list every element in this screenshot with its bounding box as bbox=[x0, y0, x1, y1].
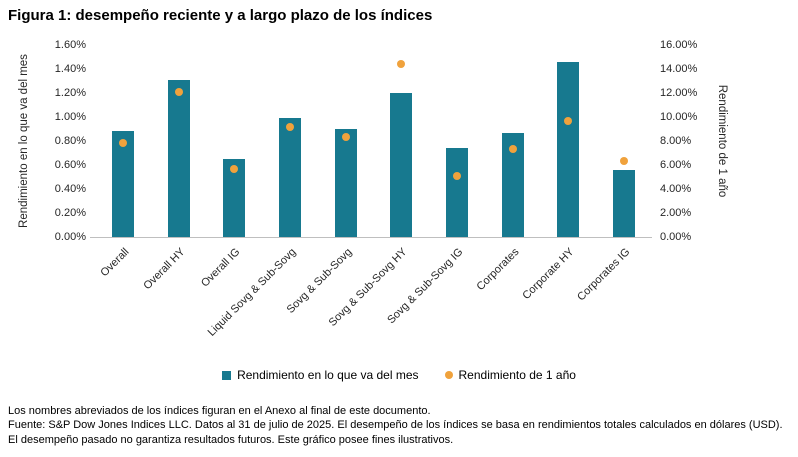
left-axis-tick-label: 1.40% bbox=[54, 63, 86, 75]
data-point-dot bbox=[341, 133, 350, 142]
left-axis-tick-label: 1.60% bbox=[54, 39, 86, 51]
category-label: Sovg & Sub-Sovg HY bbox=[326, 246, 410, 329]
bar bbox=[334, 129, 357, 237]
legend: Rendimiento en lo que va del mes Rendimi… bbox=[0, 368, 798, 382]
footnote-abbreviations: Los nombres abreviados de los índices fi… bbox=[8, 405, 431, 417]
data-point-dot bbox=[620, 157, 629, 166]
bar bbox=[223, 159, 246, 237]
data-point-dot bbox=[174, 87, 183, 96]
data-point-dot bbox=[508, 145, 517, 154]
left-axis-tick-label: 1.00% bbox=[54, 111, 86, 123]
category-label: Overall IG bbox=[199, 246, 243, 290]
bar bbox=[446, 148, 469, 237]
bar bbox=[557, 61, 580, 237]
data-point-dot bbox=[453, 171, 462, 180]
category-label: Sovg & Sub-Sovg IG bbox=[385, 246, 466, 327]
data-point-dot bbox=[397, 60, 406, 69]
legend-label-year: Rendimiento de 1 año bbox=[458, 368, 576, 382]
bar bbox=[613, 169, 636, 237]
bar bbox=[167, 79, 190, 237]
right-axis-tick-label: 14.00% bbox=[660, 63, 698, 75]
chart-title: Figura 1: desempeño reciente y a largo p… bbox=[8, 7, 433, 24]
legend-bar-swatch-icon bbox=[222, 370, 232, 380]
category-label: Overall HY bbox=[140, 246, 188, 293]
legend-item-year: Rendimiento de 1 año bbox=[444, 368, 576, 382]
left-axis-tick-label: 0.00% bbox=[54, 231, 86, 243]
left-axis-tick-label: 0.40% bbox=[54, 183, 86, 195]
data-point-dot bbox=[285, 122, 294, 131]
legend-item-month: Rendimiento en lo que va del mes bbox=[222, 368, 419, 382]
left-axis-tick-label: 0.60% bbox=[54, 159, 86, 171]
right-axis-tick-label: 4.00% bbox=[660, 183, 692, 195]
left-axis-tick-label: 0.20% bbox=[54, 207, 86, 219]
bar bbox=[390, 93, 413, 237]
category-label: Corporates bbox=[474, 246, 522, 293]
bar bbox=[111, 131, 134, 237]
legend-dot-swatch-icon bbox=[444, 371, 453, 379]
legend-label-month: Rendimiento en lo que va del mes bbox=[237, 368, 419, 382]
data-point-dot bbox=[564, 116, 573, 125]
left-axis-tick-label: 0.80% bbox=[54, 135, 86, 147]
right-axis-tick-label: 8.00% bbox=[660, 135, 692, 147]
right-axis-tick-label: 0.00% bbox=[660, 231, 692, 243]
x-axis-line bbox=[90, 237, 652, 238]
bar-scatter-chart: Rendimiento en lo que va del mes Rendimi… bbox=[18, 39, 728, 339]
footnotes: Los nombres abreviados de los índices fi… bbox=[8, 404, 792, 447]
left-axis-title: Rendimiento en lo que va del mes bbox=[18, 54, 30, 228]
right-axis-tick-label: 16.00% bbox=[660, 39, 698, 51]
right-axis-tick-label: 6.00% bbox=[660, 159, 692, 171]
footnote-source: Fuente: S&P Dow Jones Indices LLC. Datos… bbox=[8, 419, 783, 446]
right-axis-tick-label: 12.00% bbox=[660, 87, 698, 99]
data-point-dot bbox=[118, 139, 127, 148]
category-label: Corporate HY bbox=[520, 246, 577, 303]
bar bbox=[501, 132, 524, 237]
category-label: Overall bbox=[98, 246, 132, 280]
bar bbox=[278, 118, 301, 237]
category-label: Sovg & Sub-Sovg bbox=[284, 246, 355, 316]
left-axis-tick-label: 1.20% bbox=[54, 87, 86, 99]
data-point-dot bbox=[230, 164, 239, 173]
category-label: Liquid Sovg & Sub-Sovg bbox=[205, 246, 299, 339]
right-axis-title: Rendimiento de 1 año bbox=[716, 84, 728, 198]
right-axis-tick-label: 2.00% bbox=[660, 207, 692, 219]
right-axis-tick-label: 10.00% bbox=[660, 111, 698, 123]
category-label: Corporates IG bbox=[575, 246, 633, 304]
